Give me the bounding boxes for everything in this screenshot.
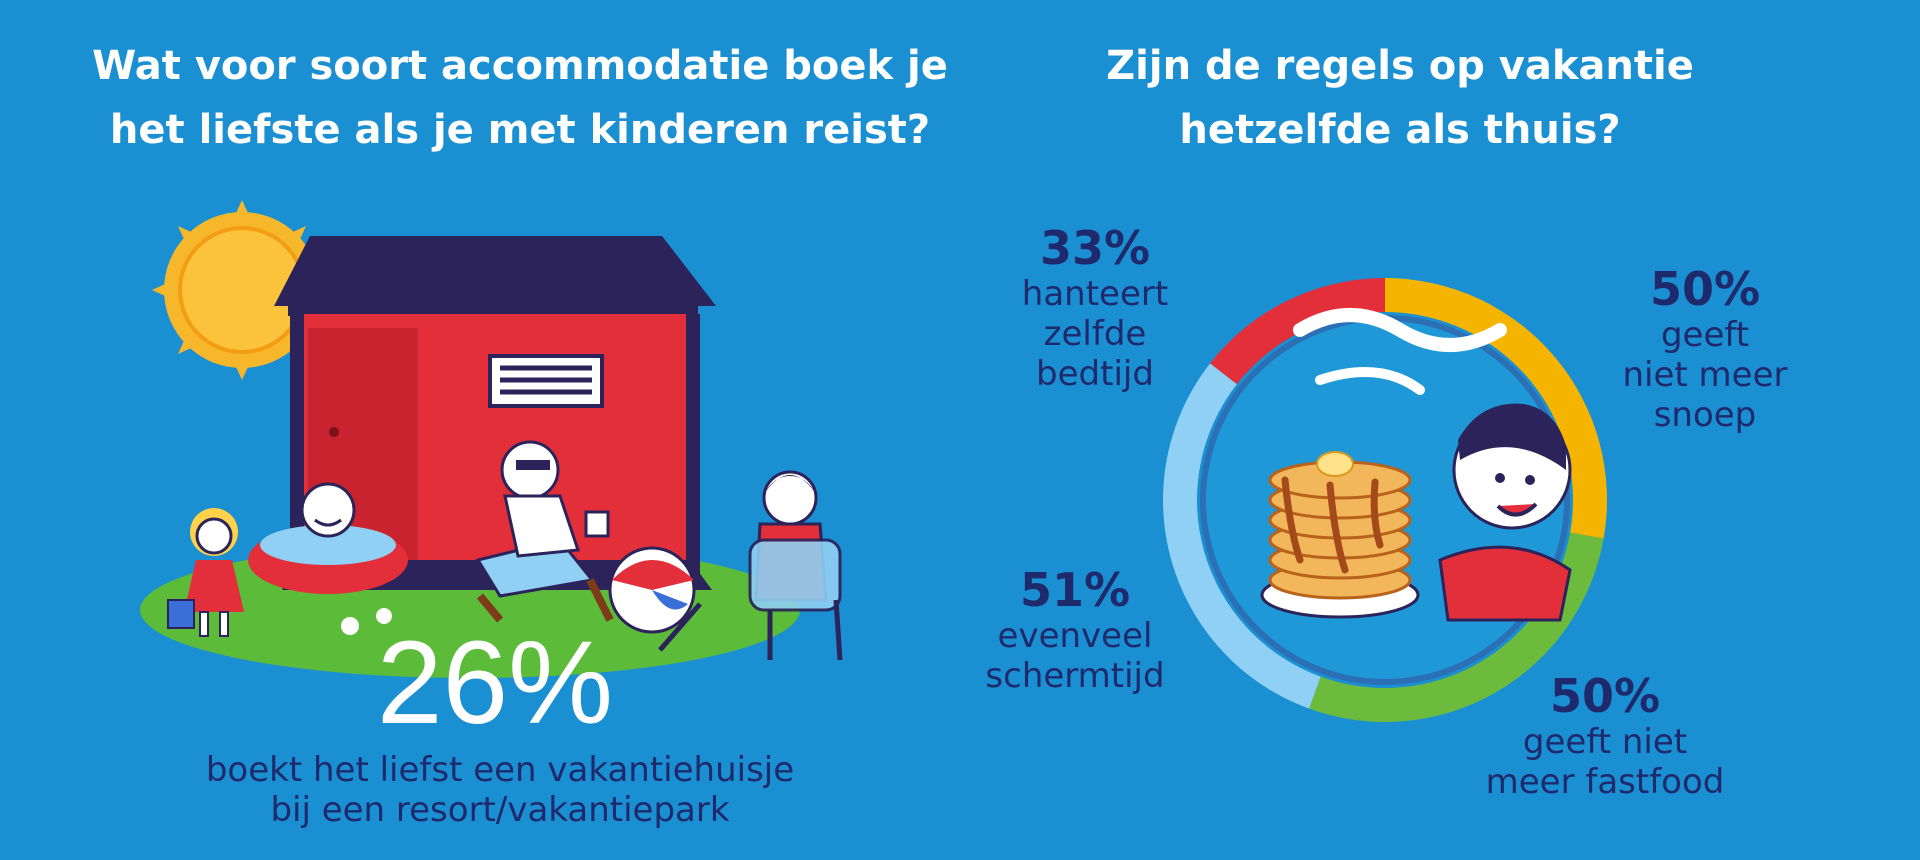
stat-candy-value: 50% [1649,262,1761,316]
left-question-title: Wat voor soort accommodatie boek je het … [92,43,948,153]
stat-fastfood-value: 50% [1549,669,1661,723]
donut-segment-3 [1163,363,1321,709]
stat-screentime: 51% evenveel schermtijd [955,564,1195,696]
stat-bedtime-value: 33% [1039,221,1151,275]
highlight-description: boekt het liefst een vakantiehuisje bij … [205,750,795,830]
right-question-title: Zijn de regels op vakantie hetzelfde als… [1106,43,1694,153]
stat-bedtime-label: hanteert zelfde bedtijd [1021,274,1169,394]
stat-fastfood: 50% geeft niet meer fastfood [1450,670,1760,802]
stat-candy: 50% geeft niet meer snoep [1595,263,1815,435]
stat-fastfood-label: geeft niet meer fastfood [1485,722,1725,802]
donut-segment-2 [1309,532,1604,722]
stat-candy-label: geeft niet meer snoep [1622,315,1788,435]
stat-bedtime: 33% hanteert zelfde bedtijd [985,222,1205,394]
stat-screentime-value: 51% [1019,563,1131,617]
cabin-illustration [274,236,716,590]
stat-screentime-label: evenveel schermtijd [985,616,1165,696]
pancake-boy-illustration [1260,308,1572,622]
highlight-percentage: 26% [376,617,614,749]
family-illustration [167,440,843,661]
